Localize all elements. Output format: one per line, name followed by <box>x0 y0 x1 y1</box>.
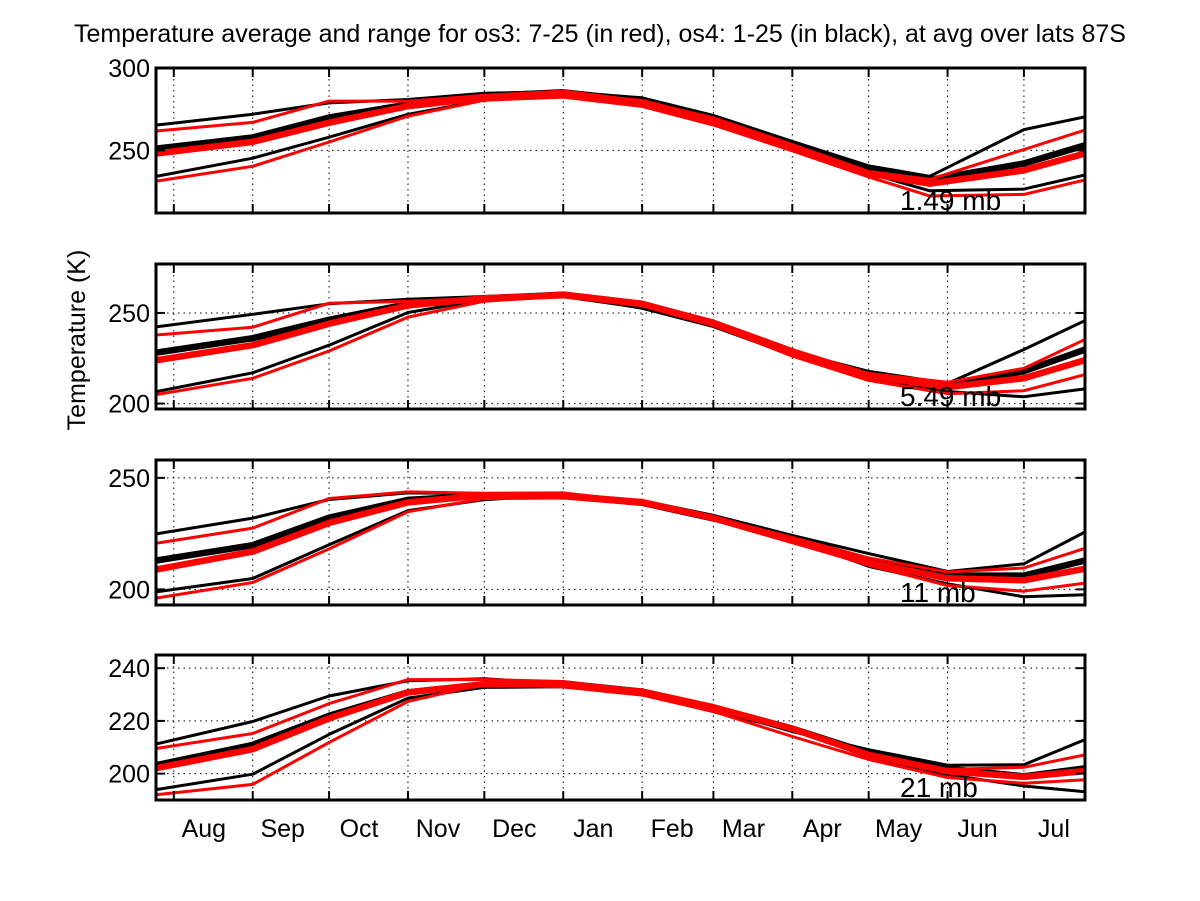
y-axis-label: Temperature (K) <box>63 250 91 431</box>
x-tick-label: May <box>875 815 923 843</box>
y-tick-label: 300 <box>108 55 150 83</box>
series-group <box>156 291 1085 399</box>
series-line-min <box>156 682 1085 797</box>
x-tick-label: Apr <box>803 815 842 843</box>
x-tick-label: Jan <box>573 815 613 843</box>
series-group <box>156 89 1085 198</box>
axes-frame <box>154 66 1087 215</box>
series-line-min <box>156 496 1085 600</box>
x-tick-label: Oct <box>340 815 379 843</box>
x-tick-label: Nov <box>416 815 461 843</box>
x-tick-label: Feb <box>651 815 694 843</box>
y-tick-label: 250 <box>108 137 150 165</box>
series-group <box>156 677 1085 797</box>
x-axis-labels: Aug Sep Oct Nov Dec Jan Feb Mar Apr May Jun Jul <box>182 815 1070 843</box>
pressure-level-label: 21 mb <box>900 772 978 803</box>
series-line-max <box>156 678 1085 771</box>
series-line-max <box>156 291 1085 384</box>
axes-frame <box>154 653 1087 802</box>
pressure-level-label: 1.49 mb <box>900 185 1001 216</box>
x-tick-label: Jun <box>957 815 997 843</box>
x-tick-label: Mar <box>722 815 765 843</box>
y-tick-label: 200 <box>108 391 150 419</box>
series-line-max <box>156 90 1085 178</box>
series-line-min <box>156 294 1085 397</box>
pressure-level-label: 11 mb <box>900 577 976 608</box>
x-tick-label: Jul <box>1038 815 1070 843</box>
panel-3: 200 250 11 mb <box>108 458 1087 608</box>
x-tick-label: Sep <box>260 815 304 843</box>
x-tick-label: Aug <box>182 815 226 843</box>
y-tick-label: 200 <box>108 576 150 604</box>
y-tick-label: 200 <box>108 761 150 789</box>
plot-area <box>156 68 1085 213</box>
panel-1: 250 300 1.49 mb <box>108 55 1087 216</box>
axes-frame <box>154 262 1087 411</box>
x-tick-label: Dec <box>492 815 536 843</box>
y-tick-label: 240 <box>108 655 150 683</box>
series-line-min <box>156 293 1085 399</box>
series-line-max <box>156 490 1085 574</box>
chart-title: Temperature average and range for os3: 7… <box>74 20 1126 48</box>
series-line-max <box>156 89 1085 181</box>
y-tick-label: 220 <box>108 708 150 736</box>
panel-2: 200 250 5.49 mb <box>108 262 1087 419</box>
y-tick-label: 250 <box>108 465 150 493</box>
panel-4: 200 220 240 21 mb <box>108 653 1087 803</box>
axes-frame <box>154 458 1087 607</box>
pressure-level-label: 5.49 mb <box>900 381 1001 412</box>
y-tick-label: 250 <box>108 300 150 328</box>
series-group <box>156 490 1085 600</box>
series-line-min <box>156 95 1085 198</box>
